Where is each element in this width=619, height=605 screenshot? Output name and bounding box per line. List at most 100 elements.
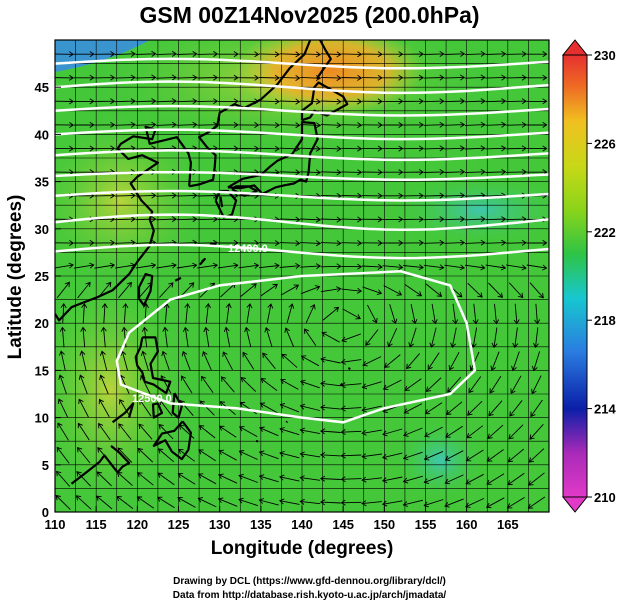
wind-arrow bbox=[96, 495, 113, 510]
wind-arrow bbox=[197, 473, 217, 485]
wind-arrow bbox=[217, 239, 239, 246]
wind-arrow bbox=[299, 403, 321, 411]
wind-arrow bbox=[156, 50, 177, 57]
wind-arrow bbox=[217, 145, 239, 152]
contour-line bbox=[55, 189, 549, 202]
wind-arrow bbox=[299, 475, 321, 482]
wind-arrow bbox=[341, 240, 363, 247]
wind-arrow bbox=[59, 326, 66, 348]
wind-arrow bbox=[464, 74, 486, 81]
wind-arrow bbox=[217, 98, 239, 105]
wind-arrow bbox=[403, 121, 424, 128]
wind-arrow bbox=[94, 192, 116, 199]
wind-arrow bbox=[246, 303, 253, 324]
contour-label-12500: 12500.0 bbox=[132, 393, 172, 405]
wind-arrow bbox=[423, 216, 445, 223]
wind-arrow bbox=[381, 452, 403, 460]
wind-arrow bbox=[116, 496, 134, 509]
coastline bbox=[227, 121, 319, 195]
wind-arrow bbox=[238, 262, 260, 269]
wind-arrow bbox=[157, 496, 175, 509]
wind-arrow bbox=[382, 145, 404, 152]
wind-arrow bbox=[423, 450, 444, 461]
wind-arrow bbox=[444, 264, 466, 271]
wind-arrow bbox=[259, 426, 279, 437]
wind-arrow bbox=[55, 240, 75, 246]
wind-arrow bbox=[217, 121, 239, 128]
wind-arrow bbox=[423, 51, 445, 57]
page-title: GSM 00Z14Nov2025 (200.0hPa) bbox=[139, 2, 480, 28]
wind-arrow bbox=[136, 496, 155, 509]
wind-arrow bbox=[341, 145, 363, 152]
wind-arrow bbox=[382, 379, 402, 391]
wind-arrow bbox=[444, 145, 466, 152]
wind-arrow bbox=[361, 145, 383, 152]
wind-arrow bbox=[506, 264, 527, 271]
wind-arrow bbox=[464, 98, 486, 105]
wind-arrow bbox=[259, 240, 280, 247]
wind-arrow bbox=[278, 498, 300, 505]
y-tick-label: 40 bbox=[35, 127, 49, 142]
wind-arrow bbox=[320, 263, 342, 270]
wind-arrow bbox=[259, 262, 280, 269]
wind-arrow bbox=[464, 239, 486, 246]
wind-arrow bbox=[340, 382, 362, 389]
wind-arrow bbox=[341, 333, 361, 343]
wind-arrow bbox=[489, 375, 502, 394]
colorbar-tick-label: 222 bbox=[594, 225, 616, 240]
wind-arrow bbox=[55, 51, 75, 58]
wind-arrow bbox=[300, 75, 322, 81]
y-tick-label: 25 bbox=[35, 269, 49, 284]
wind-arrow bbox=[135, 262, 157, 269]
wind-arrow bbox=[320, 356, 341, 364]
wind-arrow bbox=[176, 216, 198, 223]
wind-arrow bbox=[340, 476, 362, 483]
wind-arrow bbox=[197, 121, 219, 128]
wind-arrow bbox=[203, 326, 210, 348]
wind-arrow bbox=[76, 446, 91, 464]
wind-arrow bbox=[137, 472, 154, 486]
wind-arrow bbox=[118, 423, 132, 440]
wind-arrow bbox=[119, 399, 131, 417]
wind-arrow bbox=[382, 169, 404, 176]
wind-arrow bbox=[530, 399, 543, 418]
wind-arrow bbox=[238, 74, 260, 81]
wind-arrow bbox=[300, 285, 321, 295]
wind-arrow bbox=[425, 377, 442, 392]
wind-arrow bbox=[512, 327, 519, 349]
wind-arrow bbox=[156, 192, 177, 199]
wind-arrow bbox=[444, 98, 466, 105]
wind-arrow bbox=[506, 51, 527, 57]
contour-line bbox=[55, 170, 549, 181]
wind-arrow bbox=[77, 422, 90, 441]
wind-arrow bbox=[73, 98, 95, 105]
wind-arrow bbox=[114, 192, 136, 199]
wind-arrow bbox=[464, 121, 486, 128]
wind-arrow bbox=[341, 169, 363, 176]
wind-arrow bbox=[382, 98, 404, 105]
wind-arrow bbox=[507, 448, 525, 463]
wind-arrow bbox=[73, 239, 95, 246]
x-tick-label: 165 bbox=[497, 517, 519, 532]
wind-arrow bbox=[264, 327, 273, 348]
wind-arrow bbox=[382, 264, 404, 271]
wind-arrow bbox=[526, 239, 548, 246]
wind-arrow bbox=[259, 98, 280, 105]
wind-arrow bbox=[491, 327, 498, 349]
warm-patch-south bbox=[55, 270, 190, 510]
wind-arrow bbox=[259, 169, 280, 176]
wind-arrow bbox=[485, 216, 507, 223]
coastline bbox=[255, 439, 259, 443]
wind-arrow bbox=[279, 98, 301, 105]
wind-arrow bbox=[94, 74, 116, 81]
wind-arrow bbox=[444, 74, 466, 81]
wind-arrow bbox=[486, 449, 504, 462]
wind-arrow bbox=[507, 472, 525, 486]
wind-arrow bbox=[402, 499, 424, 507]
wind-arrow bbox=[361, 453, 382, 460]
wind-arrow bbox=[180, 375, 193, 394]
wind-arrow bbox=[464, 216, 486, 223]
wind-arrow bbox=[320, 169, 342, 176]
wind-arrow bbox=[96, 471, 112, 487]
colorbar-tick-label: 226 bbox=[594, 136, 616, 151]
